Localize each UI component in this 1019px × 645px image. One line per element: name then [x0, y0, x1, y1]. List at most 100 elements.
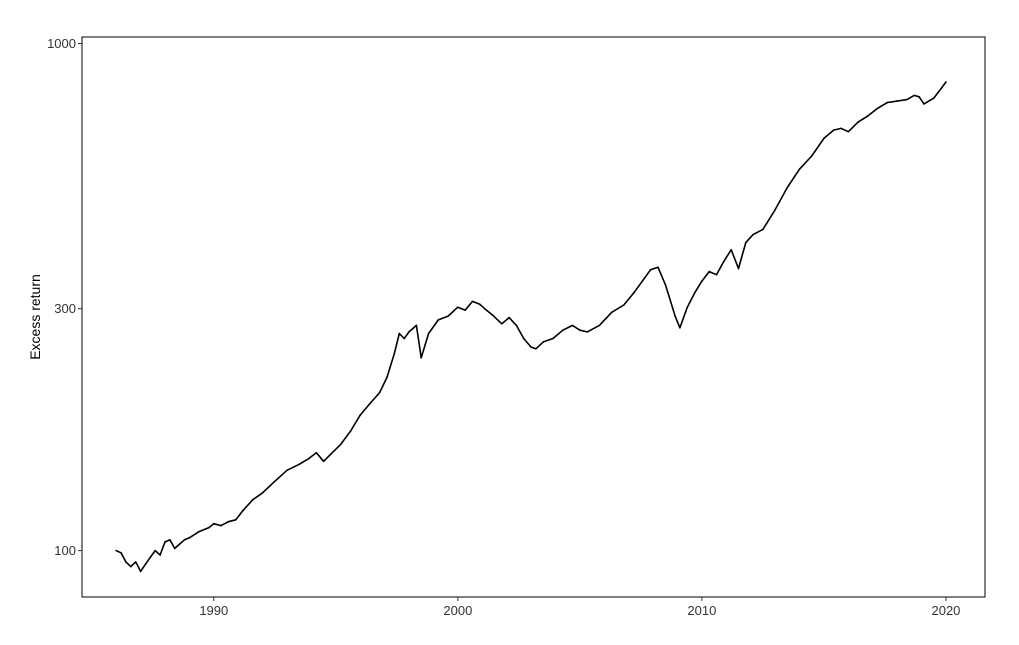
y-axis: 100 300 1000 [47, 36, 82, 558]
y-tick-label: 1000 [47, 36, 76, 51]
data-point [322, 460, 325, 463]
data-point [723, 260, 725, 263]
data-point [427, 332, 430, 335]
y-axis-title: Excess return [27, 274, 43, 360]
data-point [913, 94, 915, 97]
data-point [154, 549, 156, 552]
data-point [932, 97, 935, 99]
data-point [649, 268, 652, 271]
data-point [669, 299, 671, 301]
data-point [857, 121, 859, 123]
data-point [552, 337, 554, 340]
data-point [183, 539, 186, 541]
data-point [339, 443, 342, 446]
data-point [479, 303, 481, 306]
data-point [483, 307, 486, 310]
data-point [786, 186, 789, 189]
data-point [134, 561, 137, 563]
data-point [415, 324, 418, 327]
data-point [349, 430, 352, 433]
data-point [501, 323, 503, 325]
data-point [403, 337, 406, 340]
data-point [598, 324, 601, 327]
data-point [810, 155, 813, 157]
data-point [906, 98, 908, 101]
data-point [464, 309, 467, 311]
data-point [252, 498, 254, 501]
data-point [508, 316, 510, 319]
data-point [715, 273, 718, 276]
data-point [679, 327, 681, 329]
data-point [242, 509, 244, 512]
data-point [522, 337, 525, 340]
data-point [198, 530, 200, 533]
data-point [208, 526, 210, 529]
data-point [562, 329, 564, 332]
data-point [173, 547, 176, 550]
data-point [657, 266, 659, 269]
data-point [896, 100, 898, 102]
data-point [586, 331, 588, 333]
data-point [798, 168, 801, 170]
data-point [632, 292, 635, 294]
data-point [832, 129, 835, 131]
plot-panel-border [81, 36, 986, 598]
data-point [623, 304, 625, 306]
data-point [144, 563, 147, 565]
data-point [130, 565, 132, 568]
data-point [840, 127, 842, 130]
data-point [213, 522, 215, 525]
data-point [120, 552, 122, 554]
data-point [447, 315, 449, 317]
y-tick-label: 100 [54, 543, 76, 558]
data-point [178, 543, 181, 545]
data-point [745, 241, 747, 244]
data-point [847, 130, 850, 133]
data-point [471, 300, 474, 303]
data-point [420, 357, 423, 359]
data-point [330, 453, 332, 455]
data-point [220, 524, 222, 527]
data-point [664, 283, 667, 286]
data-point [886, 101, 889, 104]
data-point [642, 279, 645, 281]
data-point [159, 554, 161, 556]
data-point [286, 469, 288, 472]
data-point [535, 348, 537, 350]
data-point [308, 457, 310, 460]
data-point [762, 228, 764, 231]
data-point [437, 319, 440, 321]
data-point [408, 331, 410, 333]
data-point [579, 329, 581, 332]
x-tick-label: 1990 [199, 603, 228, 618]
data-point [610, 311, 613, 314]
data-point [235, 519, 237, 521]
data-point [298, 463, 301, 466]
data-point [378, 391, 381, 394]
data-point [918, 96, 920, 98]
data-point [227, 520, 230, 523]
data-point [752, 233, 754, 236]
data-point [359, 414, 362, 416]
data-point [369, 402, 371, 405]
data-point [945, 81, 947, 83]
data-point [491, 313, 493, 316]
data-point [708, 270, 710, 273]
data-point [737, 267, 740, 270]
data-point [115, 549, 117, 552]
x-tick-label: 2010 [687, 603, 716, 618]
data-point [876, 107, 879, 110]
data-point [261, 492, 264, 494]
data-point [515, 324, 518, 327]
data-point [823, 137, 825, 140]
data-point [923, 103, 925, 105]
data-points [115, 81, 947, 573]
data-point [693, 292, 696, 294]
data-point [571, 324, 574, 327]
data-point [125, 561, 127, 563]
series-line [115, 81, 947, 573]
data-point [274, 480, 276, 483]
data-point [386, 376, 388, 378]
